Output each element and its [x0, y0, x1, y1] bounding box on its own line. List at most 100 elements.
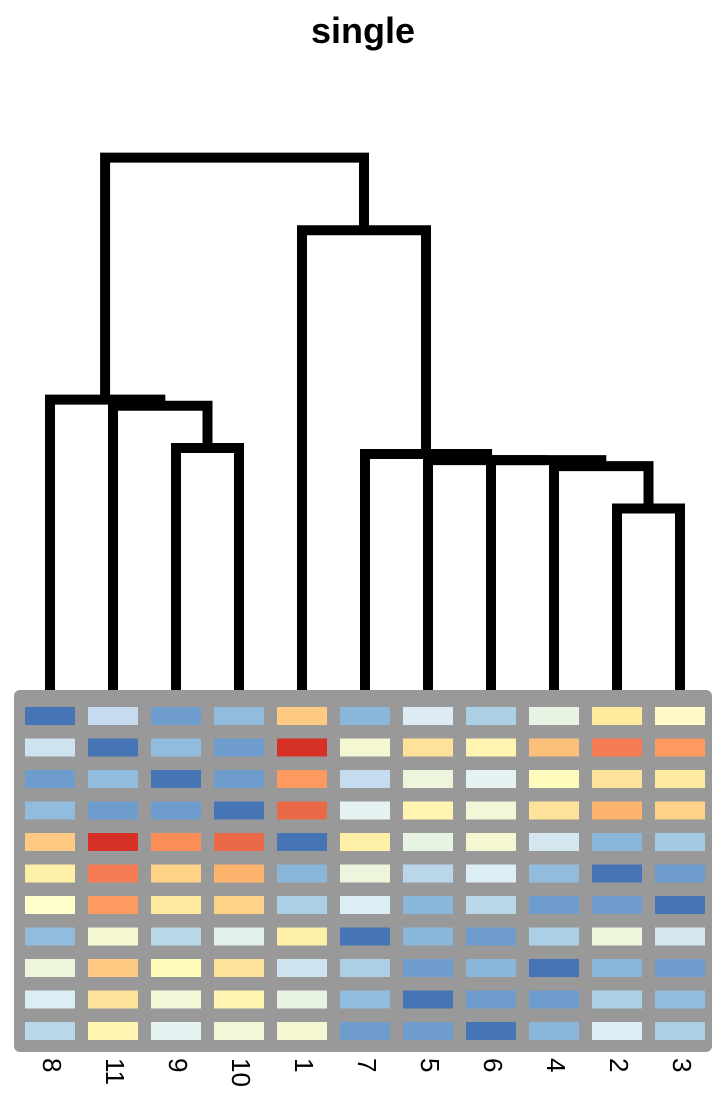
- heatmap-cell: [88, 770, 138, 788]
- heatmap-cell: [340, 896, 390, 914]
- dendrogram-link: [100, 152, 369, 400]
- heatmap-cell: [88, 927, 138, 946]
- heatmap-cell: [655, 1022, 705, 1040]
- heatmap-cell: [466, 1022, 516, 1040]
- heatmap-cell: [25, 707, 75, 725]
- heatmap-cell: [529, 738, 579, 757]
- heatmap-cell: [466, 833, 516, 851]
- heatmap-cell: [88, 959, 138, 977]
- heatmap-cell: [655, 707, 705, 725]
- heatmap-cell: [340, 770, 390, 788]
- leaf-label: 8: [37, 1058, 67, 1072]
- heatmap-cell: [655, 959, 705, 977]
- dendrogram-link: [612, 503, 685, 690]
- heatmap-cell: [151, 1022, 201, 1040]
- leaf-label: 3: [667, 1058, 697, 1072]
- heatmap-cell: [25, 896, 75, 914]
- heatmap-cell: [214, 990, 264, 1009]
- heatmap-cell: [466, 927, 516, 946]
- heatmap-cell: [655, 738, 705, 757]
- heatmap-cell: [529, 707, 579, 725]
- heatmap-cell: [277, 927, 327, 946]
- heatmap-cell: [25, 770, 75, 788]
- heatmap-cell: [214, 1022, 264, 1040]
- chart-title: single: [310, 10, 416, 51]
- heatmap-cell: [88, 1022, 138, 1040]
- heatmap-cell: [151, 864, 201, 883]
- heatmap-cell: [340, 801, 390, 820]
- heatmap-cell: [529, 801, 579, 820]
- heatmap-cell: [592, 833, 642, 851]
- heatmap-cell: [277, 864, 327, 883]
- leaf-label: 1: [289, 1058, 319, 1072]
- heatmap-cell: [340, 990, 390, 1009]
- heatmap-cell: [466, 738, 516, 757]
- heatmap-cell: [466, 896, 516, 914]
- heatmap-cell: [277, 959, 327, 977]
- heatmap-cell: [466, 864, 516, 883]
- heatmap-cell: [529, 959, 579, 977]
- heatmap-cell: [340, 959, 390, 977]
- leaf-label: 9: [163, 1058, 193, 1072]
- heatmap-cell: [214, 833, 264, 851]
- heatmap-cell: [340, 1022, 390, 1040]
- heatmap-cell: [88, 833, 138, 851]
- heatmap-cell: [466, 990, 516, 1009]
- heatmap-cell: [655, 896, 705, 914]
- leaf-label: 11: [100, 1058, 130, 1085]
- heatmap-cell: [592, 1022, 642, 1040]
- dendrogram-link: [45, 394, 166, 690]
- heatmap-cell: [592, 801, 642, 820]
- heatmap-cell: [340, 927, 390, 946]
- leaf-label: 5: [415, 1058, 445, 1072]
- heatmap-cell: [25, 959, 75, 977]
- dendrogram-link: [486, 455, 607, 690]
- leaf-label: 7: [352, 1058, 382, 1072]
- heatmap-cell: [340, 738, 390, 757]
- heatmap-cell: [655, 801, 705, 820]
- heatmap-cell: [592, 770, 642, 788]
- heatmap-cell: [277, 770, 327, 788]
- leaf-label: 2: [604, 1058, 634, 1072]
- heatmap-cell: [151, 801, 201, 820]
- heatmap-cell: [214, 707, 264, 725]
- heatmap-cell: [592, 707, 642, 725]
- heatmap-cell: [340, 864, 390, 883]
- heatmap-cell: [214, 770, 264, 788]
- dendrogram-link: [171, 443, 244, 690]
- heatmap-cell: [214, 927, 264, 946]
- heatmap-cell: [25, 864, 75, 883]
- heatmap-cell: [277, 896, 327, 914]
- leaf-label: 4: [541, 1058, 571, 1072]
- heatmap-cell: [277, 833, 327, 851]
- heatmap-cell: [277, 990, 327, 1009]
- dendrogram-link: [423, 455, 547, 690]
- heatmap-cell: [403, 864, 453, 883]
- heatmap-cell: [277, 1022, 327, 1040]
- heatmap-cell: [277, 801, 327, 820]
- leaf-label: 10: [226, 1058, 256, 1087]
- heatmap-cell: [151, 707, 201, 725]
- heatmap-cell: [403, 801, 453, 820]
- leaf-label: 6: [478, 1058, 508, 1072]
- heatmap-cell: [592, 990, 642, 1009]
- heatmap-cell: [403, 738, 453, 757]
- heatmap-cell: [403, 927, 453, 946]
- heatmap-cell: [592, 959, 642, 977]
- heatmap-cell: [529, 864, 579, 883]
- heatmap-cell: [25, 738, 75, 757]
- heatmap-cell: [151, 959, 201, 977]
- heatmap-cell: [592, 864, 642, 883]
- heatmap-cell: [403, 959, 453, 977]
- heatmap-cell: [655, 770, 705, 788]
- heatmap-cell: [403, 707, 453, 725]
- heatmap-cell: [25, 833, 75, 851]
- heatmap-cell: [151, 927, 201, 946]
- heatmap-cell: [403, 1022, 453, 1040]
- heatmap-cell: [88, 801, 138, 820]
- heatmap-cell: [151, 738, 201, 757]
- heatmap-cell: [529, 770, 579, 788]
- heatmap-cell: [151, 990, 201, 1009]
- heatmap-cell: [466, 801, 516, 820]
- heatmap-cell: [655, 833, 705, 851]
